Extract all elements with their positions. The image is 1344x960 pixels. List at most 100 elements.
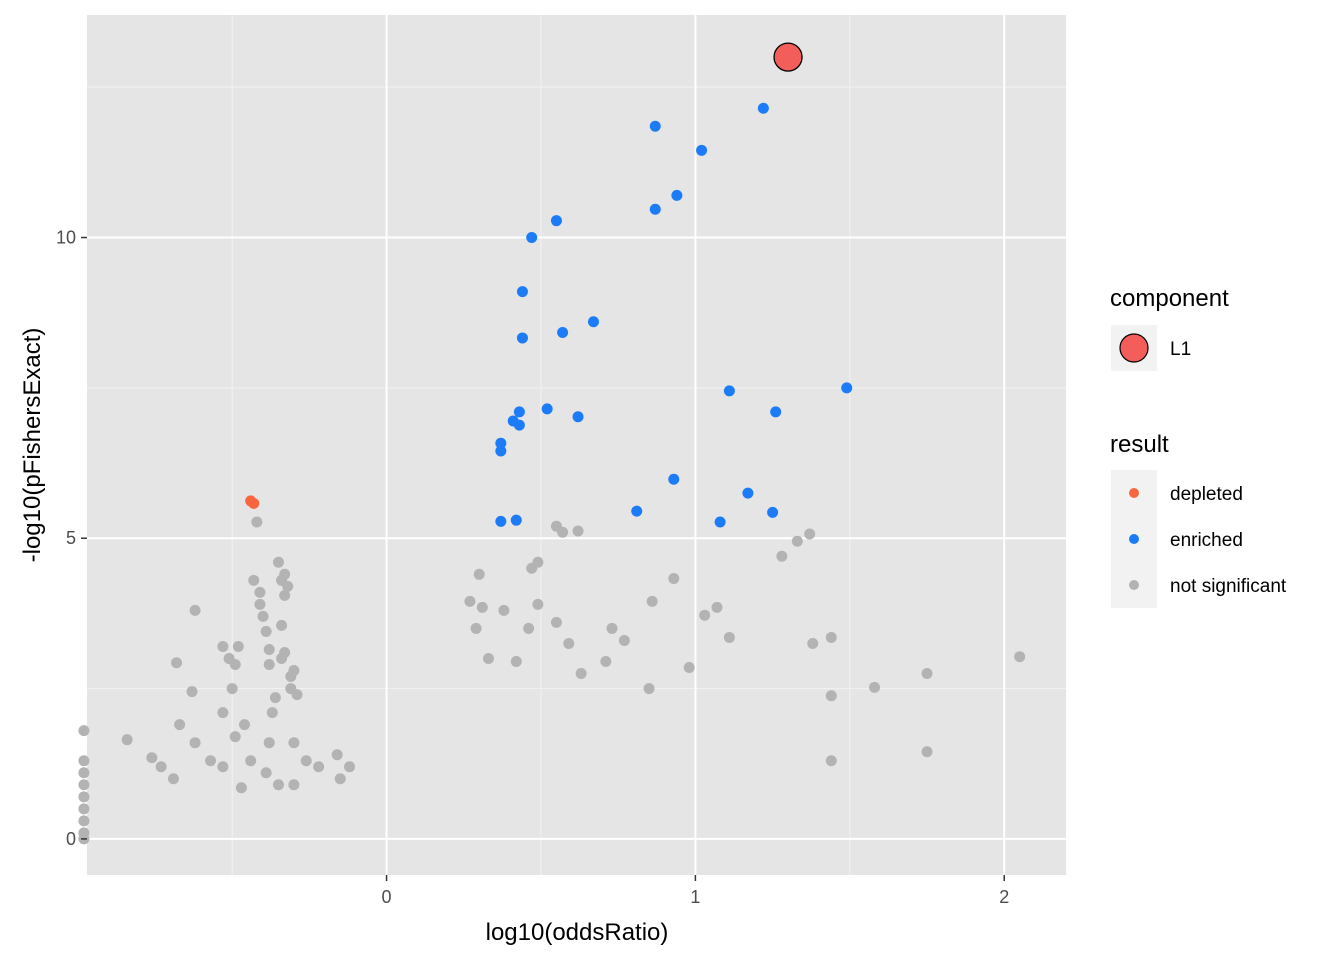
enriched-point [513,419,525,431]
enriched-point [649,203,661,215]
not-significant-point [288,737,300,749]
y-tick-label: 0 [66,829,76,849]
not-significant-point [300,755,312,767]
plot-panel [87,15,1066,875]
not-significant-point [869,681,881,693]
not-significant-point [526,562,538,574]
enriched-point [671,189,683,201]
not-significant-point [121,734,133,746]
not-significant-point [510,656,522,668]
enriched-point [723,385,735,397]
x-axis-title: log10(oddsRatio) [486,919,669,946]
not-significant-point [807,637,819,649]
enriched-point [495,445,507,457]
not-significant-point [78,779,90,791]
not-significant-point [263,643,275,655]
not-significant-point [282,580,294,592]
not-significant-point [470,622,482,634]
not-significant-point [239,719,251,731]
component-point-l1 [773,42,803,72]
enriched-point [572,411,584,423]
axis-ticks [81,236,1005,881]
enriched-point [516,286,528,298]
not-significant-point [618,634,630,646]
not-significant-point [683,662,695,674]
not-significant-point [155,761,167,773]
not-significant-point [921,668,933,680]
not-significant-point [189,737,201,749]
not-significant-point [476,601,488,613]
y-tick-labels: 0 5 10 [56,228,76,849]
not-significant-point [575,668,587,680]
enriched-point [757,102,769,114]
not-significant-point [646,595,658,607]
not-significant-point [288,779,300,791]
x-tick-labels: 0 1 2 [382,887,1010,907]
not-significant-point [825,755,837,767]
y-axis-title: -log10(pFishersExact) [19,328,46,563]
not-significant-point [260,767,272,779]
not-significant-point [344,761,356,773]
not-significant-point [600,656,612,668]
not-significant-point [263,659,275,671]
x-tick-label: 2 [999,887,1009,907]
not-significant-point [257,610,269,622]
enriched-points [495,102,853,528]
enriched-point [550,215,562,227]
not-significant-point [248,574,260,586]
not-significant-point [464,595,476,607]
not-significant-point [825,631,837,643]
enriched-point [541,403,553,415]
not-significant-points [78,516,1026,845]
not-significant-point [473,568,485,580]
enriched-point [526,232,538,244]
not-significant-point [78,791,90,803]
not-significant-point [217,640,229,652]
not-significant-point [78,767,90,779]
not-significant-point [276,652,288,664]
legend-label-depleted: depleted [1170,484,1243,505]
enriched-point [668,473,680,485]
not-significant-point [776,550,788,562]
major-gridlines [87,15,1066,875]
enriched-point [649,120,661,132]
enriched-point [714,516,726,528]
not-significant-point [186,686,198,698]
not-significant-point [643,683,655,695]
not-significant-point [174,719,186,731]
not-significant-point [482,652,494,664]
not-significant-point [229,659,241,671]
not-significant-point [226,683,238,695]
minor-gridlines [87,15,1066,875]
not-significant-point [699,609,711,621]
enriched-point [516,332,528,344]
not-significant-point [232,640,244,652]
not-significant-point [266,707,278,719]
legend-key-enriched [1129,534,1139,544]
not-significant-point [668,573,680,585]
legend-key-not-significant [1129,580,1139,590]
not-significant-point [272,556,284,568]
enriched-point [557,327,569,339]
not-significant-point [804,528,816,540]
not-significant-point [78,755,90,767]
not-significant-point [78,815,90,827]
x-tick-label: 0 [382,887,392,907]
enriched-point [770,406,782,418]
not-significant-point [171,657,183,669]
not-significant-point [825,690,837,702]
not-significant-point [331,749,343,761]
not-significant-point [78,803,90,815]
not-significant-point [205,755,217,767]
not-significant-point [498,604,510,616]
not-significant-point [291,689,303,701]
not-significant-point [251,516,263,528]
not-significant-point [532,598,544,610]
enriched-point [495,515,507,527]
not-significant-point [235,782,247,794]
not-significant-point [254,586,266,598]
not-significant-point [791,535,803,547]
not-significant-point [272,779,284,791]
not-significant-point [78,725,90,737]
